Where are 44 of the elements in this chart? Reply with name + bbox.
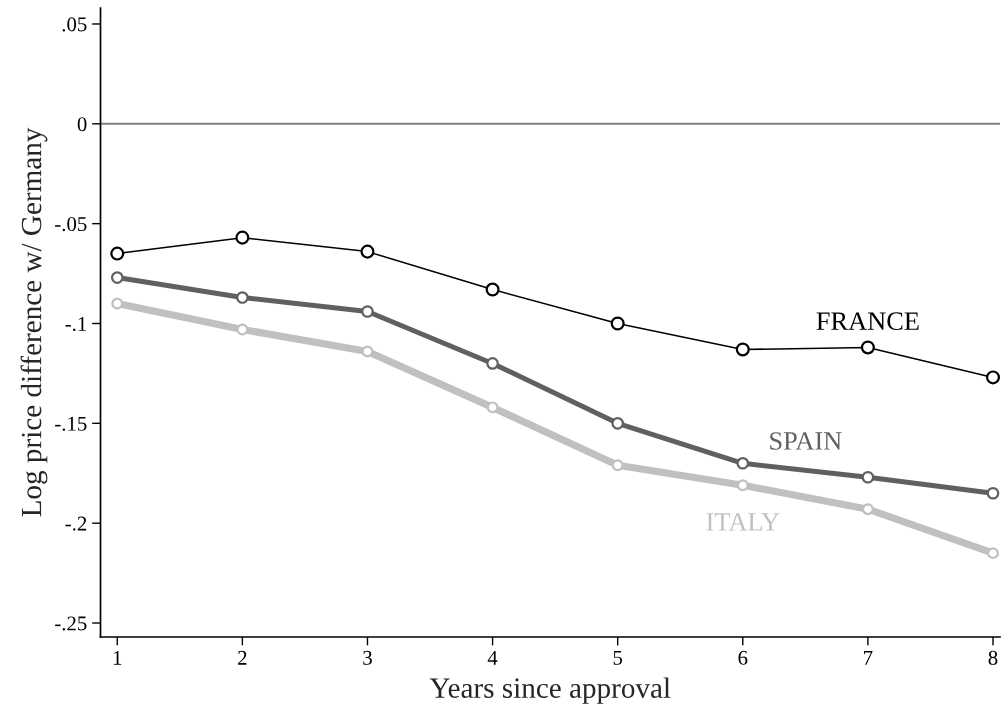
point [611, 459, 624, 472]
point [861, 503, 874, 516]
point [361, 345, 374, 358]
point [360, 244, 375, 259]
x-tick-label: 2 [238, 650, 247, 665]
x-tick-label: 8 [988, 650, 998, 665]
x-tick-label: 3 [363, 650, 372, 665]
y-tick-label: -.1 [65, 316, 87, 332]
x-axis-title: Years since approval [429, 677, 671, 704]
x-tick-label: 4 [487, 650, 498, 665]
point [986, 486, 1000, 500]
point [486, 401, 499, 414]
point [987, 547, 999, 560]
y-tick-label: -.2 [65, 516, 87, 531]
x-tick-label: 6 [738, 650, 748, 665]
point [861, 470, 875, 484]
point [610, 316, 625, 331]
point [860, 340, 875, 355]
point [736, 456, 750, 470]
point [361, 305, 374, 318]
point [736, 479, 749, 492]
point [110, 246, 125, 261]
y-tick-label: 0 [77, 117, 87, 132]
series-label: SPAIN [770, 432, 842, 450]
point [110, 271, 124, 284]
y-axis-title: Log price difference w/ Germany [20, 127, 48, 517]
y-tick-label: -.05 [55, 217, 87, 232]
point [985, 370, 1000, 385]
point [735, 342, 750, 357]
point [236, 291, 249, 304]
y-tick-label: -.25 [55, 616, 87, 631]
point [611, 417, 624, 430]
x-tick-label: 5 [613, 651, 623, 665]
series-label: ITALY [706, 513, 780, 531]
point [486, 357, 499, 370]
series-label: FRANCE [816, 312, 919, 331]
x-tick-label: 1 [113, 650, 122, 665]
y-tick-label: .05 [62, 17, 87, 32]
point [485, 282, 500, 297]
point [111, 297, 124, 310]
x-tick-label: 7 [864, 651, 873, 665]
point [236, 323, 249, 336]
y-tick-label: -.15 [55, 416, 87, 431]
point [235, 230, 250, 245]
